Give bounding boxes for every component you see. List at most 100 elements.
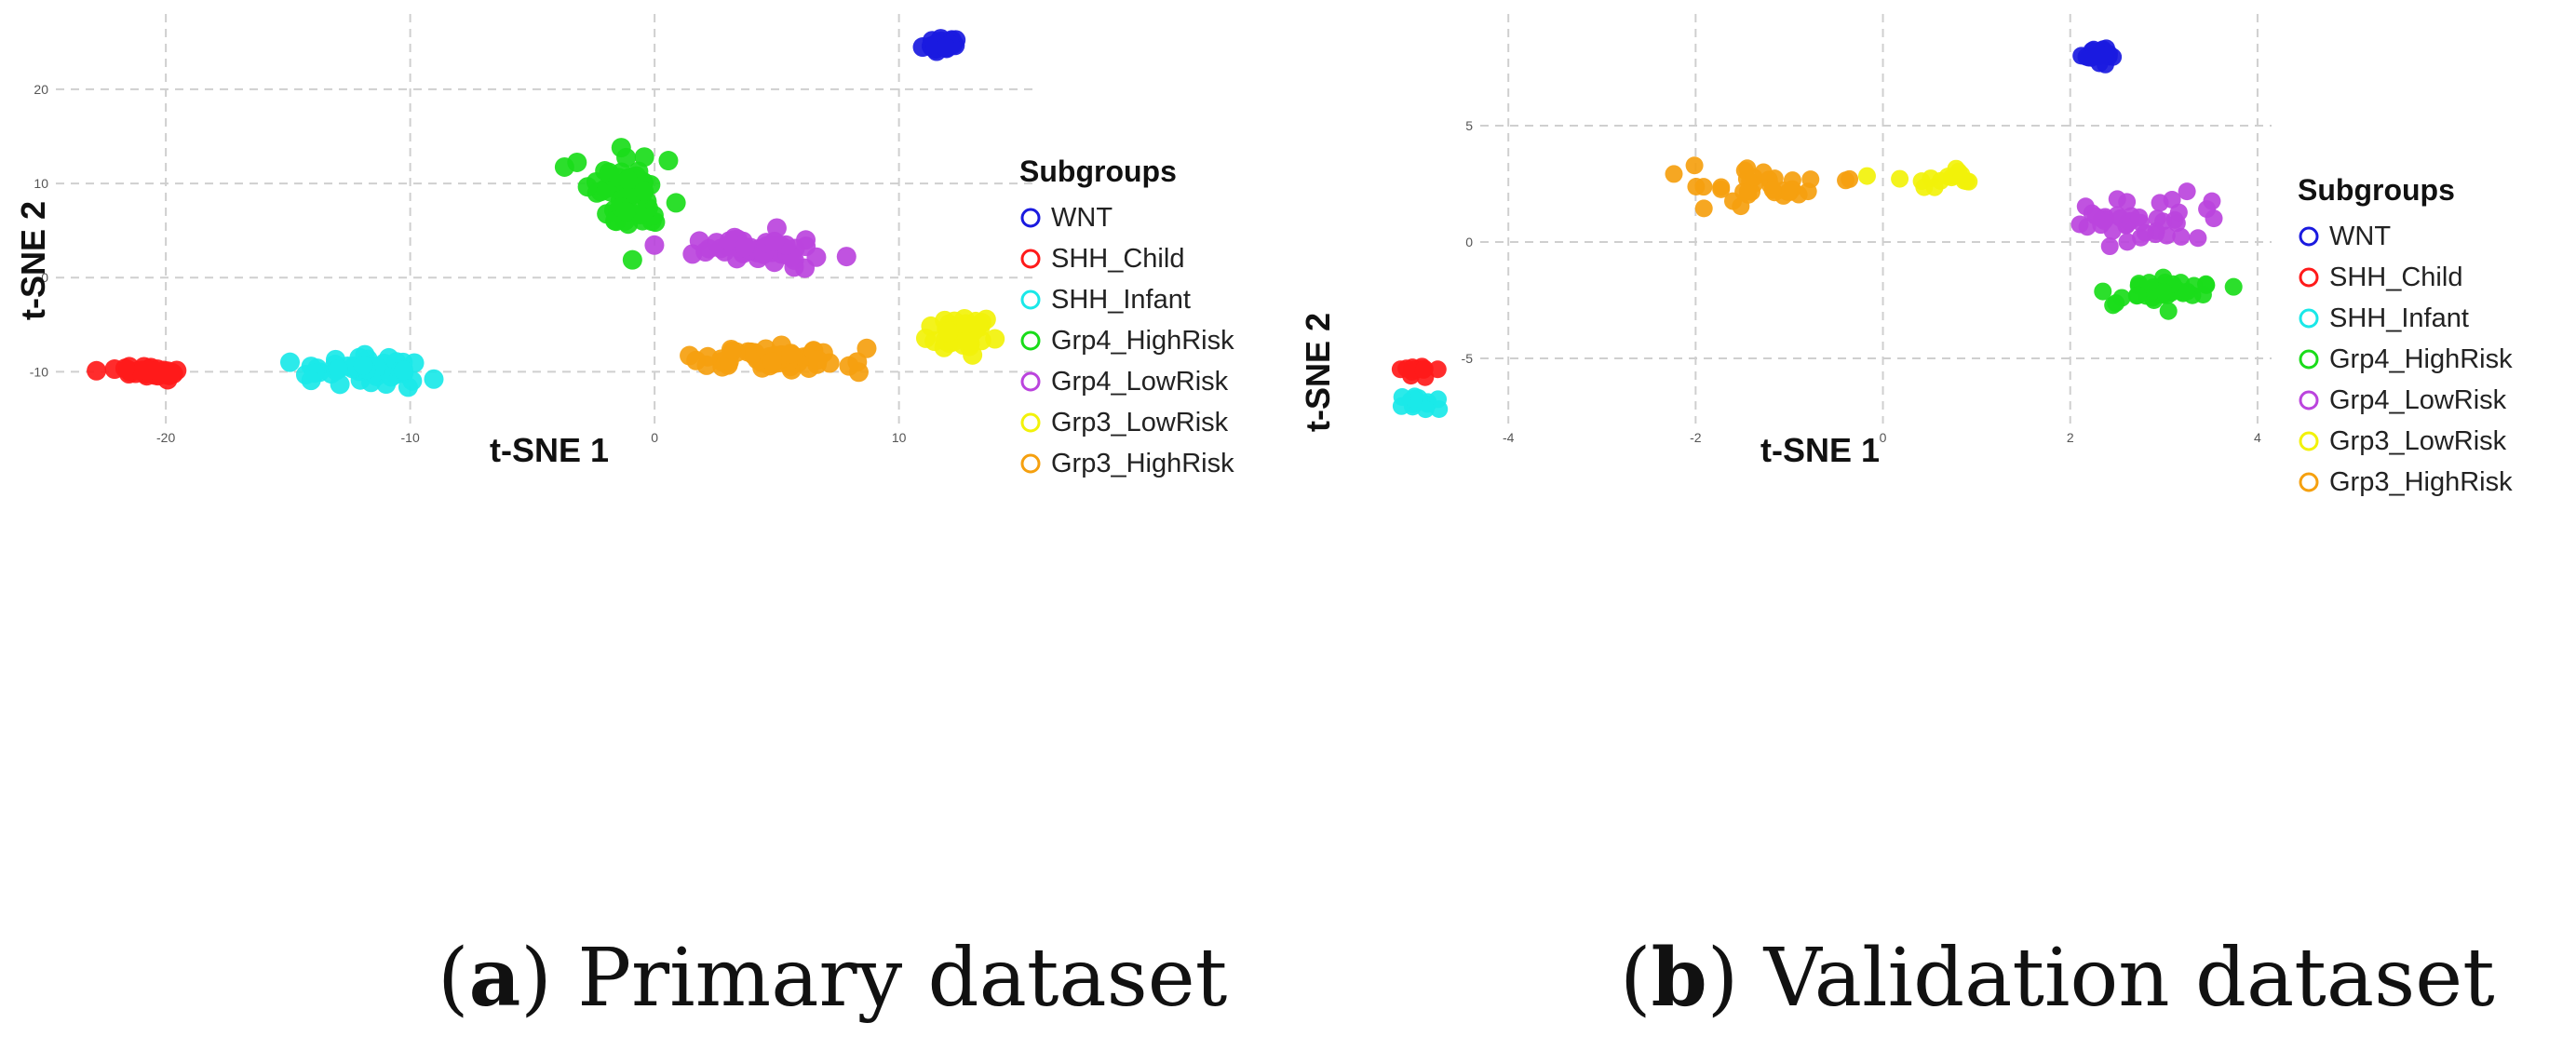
data-point-shh-infant — [280, 352, 301, 372]
legend-item-label: Grp3_LowRisk — [2329, 426, 2507, 456]
data-point-shh-child — [1414, 360, 1433, 379]
data-point-grp3-lowrisk — [1891, 169, 1909, 188]
data-point-grp3-highrisk — [780, 343, 801, 364]
data-point-grp4-highrisk — [2155, 282, 2174, 301]
data-point-grp3-highrisk — [1763, 181, 1782, 199]
data-point-grp4-highrisk — [2128, 286, 2147, 304]
data-point-grp3-highrisk — [1694, 178, 1713, 196]
legend-swatch — [2299, 390, 2319, 411]
data-point-shh-child — [115, 358, 135, 379]
data-point-grp3-lowrisk — [957, 330, 978, 351]
data-point-shh-infant — [393, 360, 413, 381]
data-point-grp4-lowrisk — [719, 231, 739, 251]
legend-title: Subgroups — [1019, 155, 1177, 188]
data-point-shh-infant — [1416, 400, 1435, 419]
data-point-grp3-highrisk — [856, 338, 877, 358]
data-point-grp3-highrisk — [686, 350, 707, 370]
legend-swatch — [1020, 249, 1041, 269]
legend-swatch — [1020, 208, 1041, 228]
data-point-grp4-lowrisk — [2178, 182, 2196, 201]
legend-swatch — [1020, 453, 1041, 474]
data-point-shh-child — [1397, 359, 1416, 378]
x-tick-label: -2 — [1690, 430, 1702, 445]
data-point-shh-child — [87, 360, 107, 381]
data-point-grp4-lowrisk — [735, 237, 755, 258]
data-point-grp4-lowrisk — [2189, 229, 2207, 248]
data-point-grp3-highrisk — [807, 350, 828, 370]
data-point-grp4-lowrisk — [2136, 223, 2154, 242]
y-tick-label: -10 — [30, 364, 48, 379]
data-point-grp3-lowrisk — [985, 329, 1005, 349]
data-point-grp3-lowrisk — [1925, 178, 1944, 196]
data-point-shh-infant — [328, 358, 348, 379]
legend-item-label: Grp4_HighRisk — [1051, 326, 1234, 356]
caption-b: (b) Validation dataset — [1620, 931, 2495, 1025]
data-point-grp3-highrisk — [1779, 183, 1798, 202]
legend-item-label: WNT — [1051, 203, 1113, 233]
data-point-grp4-lowrisk — [836, 247, 856, 267]
x-tick-label: 2 — [2067, 430, 2074, 445]
data-point-grp3-highrisk — [1694, 199, 1713, 218]
caption-b-text: Validation dataset — [1763, 932, 2495, 1025]
data-point-shh-infant — [424, 369, 444, 389]
data-point-shh-infant — [301, 370, 321, 391]
data-point-grp4-highrisk — [616, 147, 637, 168]
legend-item-label: SHH_Infant — [2329, 303, 2469, 333]
data-point-grp4-highrisk — [2139, 274, 2158, 292]
data-point-grp4-highrisk — [622, 249, 642, 270]
data-point-grp4-lowrisk — [2100, 237, 2119, 256]
data-point-grp4-highrisk — [2094, 282, 2112, 301]
data-point-shh-child — [163, 364, 183, 384]
data-point-shh-infant — [1429, 390, 1448, 409]
y-axis-label: t-SNE 2 — [1299, 313, 1337, 432]
data-point-grp4-lowrisk — [2118, 233, 2137, 251]
legend-item-label: Grp4_HighRisk — [2329, 344, 2513, 374]
legend-item-label: Grp3_HighRisk — [1051, 449, 1234, 478]
legend-swatch — [2299, 349, 2319, 370]
data-point-grp4-highrisk — [615, 201, 636, 222]
x-tick-label: 10 — [892, 430, 907, 445]
data-point-grp4-lowrisk — [2169, 203, 2188, 222]
data-point-shh-infant — [353, 355, 373, 375]
data-point-wnt — [2083, 48, 2101, 67]
panel-a-chart: -20 -10 0 10 -10 0 10 20 t-SNE 1 t-SNE 2 Subgroups… — [14, 14, 1234, 478]
data-point-grp4-lowrisk — [2203, 192, 2221, 210]
data-point-grp4-lowrisk — [2154, 212, 2173, 231]
data-point-grp4-highrisk — [2159, 302, 2178, 320]
data-point-grp4-lowrisk — [2070, 215, 2089, 234]
legend-title: Subgroups — [2298, 173, 2455, 207]
data-point-grp4-highrisk — [617, 169, 638, 190]
data-point-grp3-highrisk — [1665, 165, 1683, 183]
data-point-grp4-highrisk — [577, 177, 598, 197]
legend-swatch — [1020, 289, 1041, 310]
data-point-grp3-highrisk — [1712, 180, 1731, 198]
y-tick-label: 10 — [34, 176, 48, 191]
x-tick-label: 0 — [1880, 430, 1887, 445]
data-point-grp4-lowrisk — [2108, 190, 2126, 209]
data-point-grp4-lowrisk — [2130, 209, 2149, 227]
data-point-grp4-lowrisk — [2172, 227, 2191, 246]
y-tick-label: -5 — [1462, 351, 1474, 366]
legend-item-label: Grp4_LowRisk — [2329, 385, 2507, 415]
data-point-grp3-lowrisk — [938, 322, 959, 343]
data-point-grp3-lowrisk — [1857, 167, 1876, 185]
data-point-grp4-lowrisk — [644, 235, 665, 255]
y-tick-label: 0 — [1465, 235, 1473, 249]
data-point-grp3-highrisk — [1799, 182, 1817, 201]
legend-swatch — [1020, 371, 1041, 392]
x-tick-label: -4 — [1503, 430, 1515, 445]
legend-swatch — [2299, 472, 2319, 492]
legend-swatch — [2299, 431, 2319, 451]
legend-item-label: Grp4_LowRisk — [1051, 367, 1229, 397]
legend-item-label: WNT — [2329, 222, 2391, 251]
data-point-grp4-highrisk — [2107, 294, 2125, 313]
data-point-grp3-lowrisk — [955, 314, 976, 334]
legend-item-label: SHH_Child — [2329, 262, 2462, 292]
x-axis-label: t-SNE 1 — [490, 431, 609, 469]
y-tick-label: 20 — [34, 82, 48, 97]
data-point-grp4-lowrisk — [764, 231, 785, 251]
legend-item-label: Grp3_LowRisk — [1051, 408, 1229, 438]
data-point-shh-child — [140, 359, 160, 380]
data-point-grp3-highrisk — [1754, 163, 1773, 182]
data-point-grp3-highrisk — [762, 352, 783, 372]
